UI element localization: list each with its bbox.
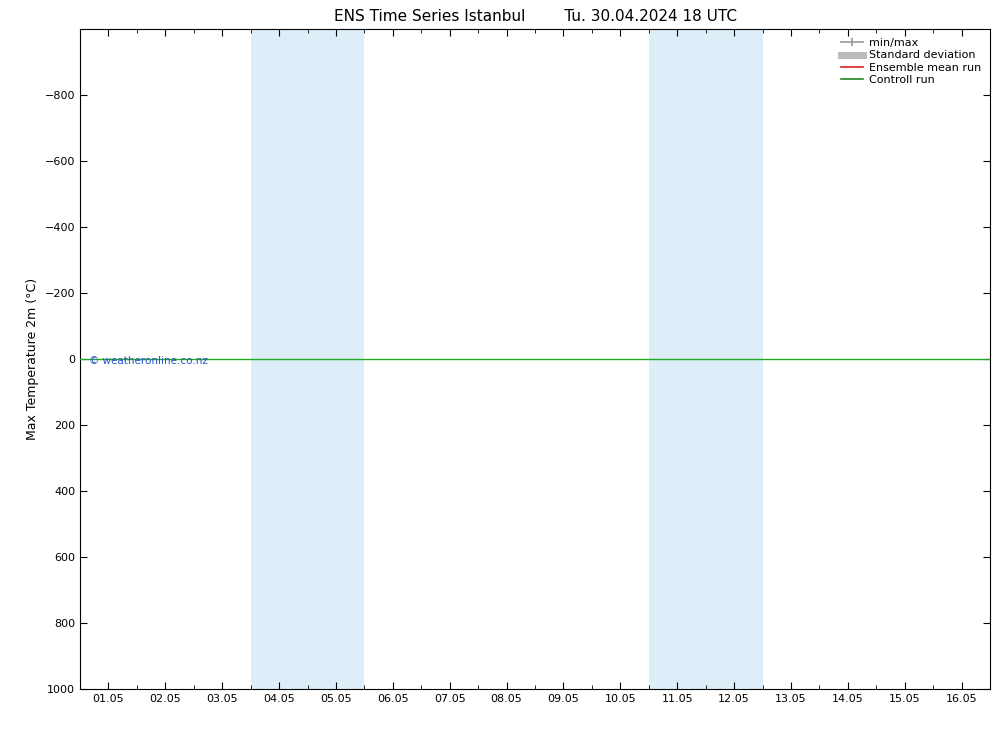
Bar xyxy=(706,29,763,689)
Bar xyxy=(649,29,706,689)
Bar xyxy=(251,29,308,689)
Legend: min/max, Standard deviation, Ensemble mean run, Controll run: min/max, Standard deviation, Ensemble me… xyxy=(838,35,984,88)
Text: © weatheronline.co.nz: © weatheronline.co.nz xyxy=(89,356,208,366)
Bar xyxy=(308,29,364,689)
Y-axis label: Max Temperature 2m (°C): Max Temperature 2m (°C) xyxy=(26,278,39,441)
Title: ENS Time Series Istanbul        Tu. 30.04.2024 18 UTC: ENS Time Series Istanbul Tu. 30.04.2024 … xyxy=(334,9,736,24)
